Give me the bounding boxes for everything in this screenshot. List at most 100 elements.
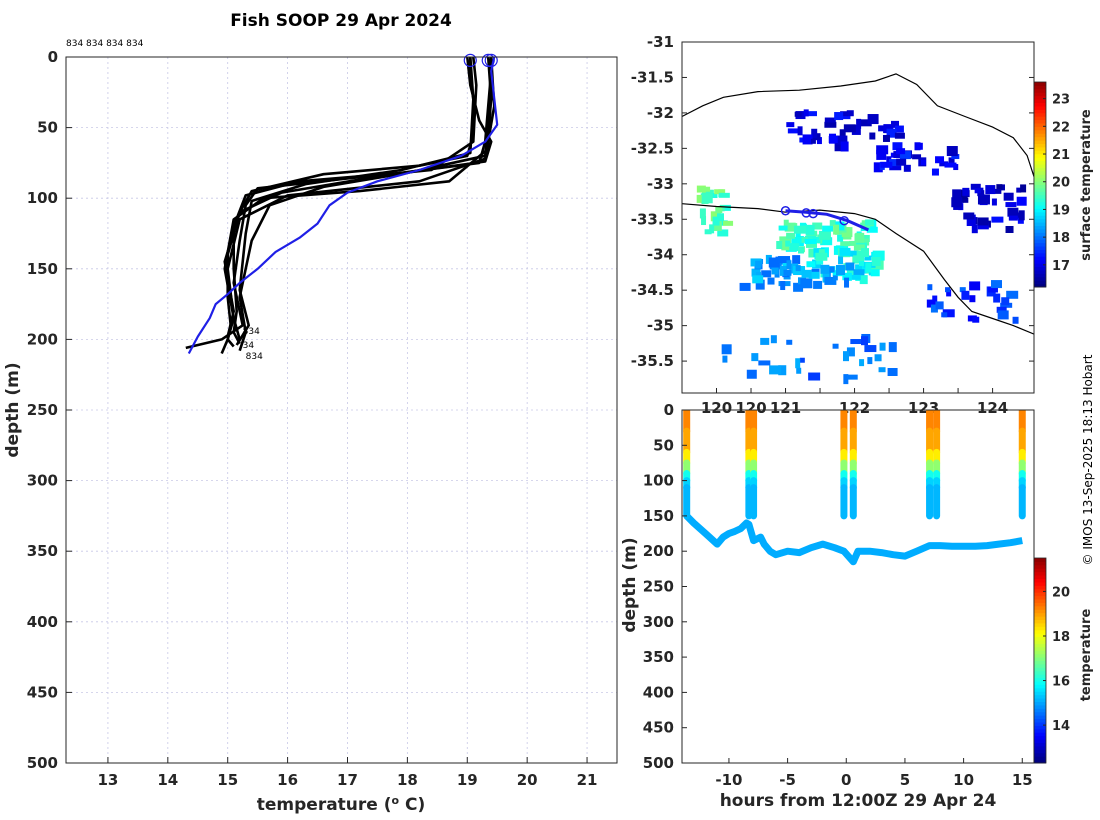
sst-cell <box>739 282 751 291</box>
colorbar-segment <box>1034 670 1046 675</box>
profile-x-tick-label: 15 <box>217 771 238 789</box>
sst-cell <box>752 275 764 284</box>
sst-cell <box>888 159 901 167</box>
sst-cell <box>802 134 813 145</box>
series-climatology <box>187 56 499 355</box>
sst-cell <box>839 129 846 137</box>
sst-cell <box>789 243 800 252</box>
sst-cell <box>808 248 815 258</box>
sst-cell <box>861 336 869 346</box>
sst-cell <box>859 275 868 285</box>
sst-cell <box>941 312 948 318</box>
sst-cell <box>1016 187 1022 193</box>
sst-cell <box>829 220 836 227</box>
map-y-tick-label: -33.5 <box>631 210 674 228</box>
temp-colorbar-label: temperature <box>1079 609 1094 702</box>
colorbar-segment <box>1034 626 1046 631</box>
sst-cell <box>853 269 865 276</box>
colorbar-segment <box>1034 146 1046 151</box>
colorbar-segment <box>1034 756 1046 761</box>
colorbar-segment <box>1034 571 1046 576</box>
colorbar-segment <box>1034 164 1046 168</box>
sst-cell <box>858 234 870 242</box>
sst-cell <box>755 260 762 269</box>
sst-cell <box>717 229 729 237</box>
sst-cell <box>796 236 802 243</box>
sst-cell <box>886 128 897 138</box>
sst-cell <box>718 192 730 198</box>
colorbar-segment <box>1034 602 1046 607</box>
sst-cell <box>962 187 970 196</box>
colorbar-segment <box>1034 123 1046 127</box>
sst-cell <box>712 220 722 231</box>
sst-cell <box>712 216 720 226</box>
colorbar-segment <box>1034 198 1046 203</box>
sst-cell <box>696 194 702 203</box>
sst-cell <box>931 168 939 176</box>
sst-cell <box>704 229 712 235</box>
profile-top-labels: 834 834 834 834 <box>66 39 144 49</box>
sst-cell <box>714 189 726 195</box>
sst-cell <box>945 287 951 293</box>
track-marker <box>801 208 811 218</box>
sst-cell <box>969 295 976 303</box>
colorbar-segment <box>1034 564 1046 569</box>
ship-track <box>785 209 870 232</box>
sst-cell <box>894 132 905 139</box>
sst-cell <box>993 293 1001 303</box>
map-x-tick-label: 124 <box>977 399 1008 417</box>
sst-cell <box>893 151 904 159</box>
profile-y-tick-label: 300 <box>27 472 58 490</box>
sst-cell <box>719 204 731 211</box>
sst-cell <box>887 368 898 377</box>
sst-cell <box>755 279 765 290</box>
sst-cell <box>977 190 985 197</box>
colorbar-segment <box>1034 116 1046 121</box>
sst-cell <box>768 257 780 268</box>
sst-cell <box>859 261 865 267</box>
sst-cell <box>951 154 960 160</box>
colorbar-tick-label: 20 <box>1052 176 1070 191</box>
colorbar-segment <box>1034 728 1046 733</box>
sst-cell <box>1005 202 1017 208</box>
track-marker <box>780 206 791 216</box>
colorbar-tick-label: 17 <box>1052 259 1070 274</box>
section-y-tick-label: 0 <box>664 401 674 419</box>
sst-cell <box>786 122 795 128</box>
section-ticks: 0 50 100 150 200 250 300 350 400 450 500 -10 -5 0 5 10 1… <box>643 401 1033 789</box>
sst-cell <box>778 225 788 231</box>
colorbar-segment <box>1034 599 1046 603</box>
sst-cell <box>1000 302 1013 308</box>
sst-cell <box>991 280 1003 289</box>
series-profile-4 <box>220 57 493 355</box>
credit-text: © IMOS 13-Sep-2025 18:13 Hobart <box>1081 354 1095 565</box>
sst-cell <box>820 264 830 274</box>
colorbar-segment <box>1034 280 1046 285</box>
colorbar-segment <box>1034 701 1046 706</box>
colorbar-frame <box>1033 81 1047 288</box>
section-x-tick-label: -10 <box>715 771 742 789</box>
sst-cell <box>801 269 812 278</box>
sst-cell <box>867 114 879 125</box>
section-y-tick-label: 500 <box>643 754 674 772</box>
profile-start-marker <box>484 53 498 68</box>
profile-y-tick-label: 350 <box>27 542 58 560</box>
sst-cell <box>932 295 938 302</box>
colorbar-segment <box>1034 581 1046 586</box>
sst-cell <box>959 287 966 293</box>
sst-cell <box>803 109 809 117</box>
colorbar-segment <box>1034 249 1046 254</box>
sst-cell <box>822 225 834 232</box>
sst-cell <box>873 162 883 173</box>
colorbar-segment <box>1034 687 1046 692</box>
sst-cell <box>867 357 873 365</box>
sst-cell <box>891 120 900 128</box>
colorbar-segment <box>1034 85 1046 90</box>
map-chart: -31 -31.5 -32 -32.5 -33 -33.5 -34 -34.5 -35 -35.5… <box>631 33 1094 417</box>
colorbar-segment <box>1034 266 1046 271</box>
sst-cell <box>698 186 711 192</box>
map-y-tick-label: -31.5 <box>631 68 674 86</box>
sst-cell <box>1001 297 1010 306</box>
track-marker <box>808 208 818 219</box>
colorbar-segment <box>1034 136 1046 141</box>
